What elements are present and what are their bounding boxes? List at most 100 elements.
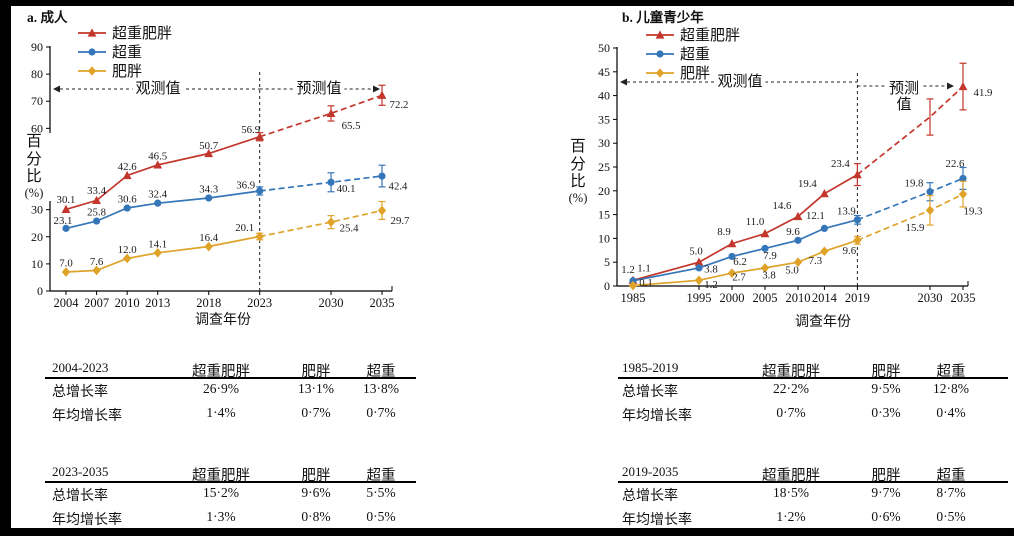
value-label: 65.5 <box>342 120 361 132</box>
y-tick-label: 90 <box>31 40 43 54</box>
data-point-marker <box>92 265 101 276</box>
predicted-line <box>259 175 383 192</box>
panel-b-title: b. 儿童青少年 <box>622 10 704 25</box>
y-tick-label: 80 <box>31 67 43 81</box>
legend-label: 超重 <box>680 47 711 63</box>
y-tick-label: 50 <box>598 41 610 55</box>
table-row-label: 总增长率 <box>622 489 678 504</box>
legend-marker-circle-icon <box>646 49 674 58</box>
data-point-marker <box>628 280 638 291</box>
table-cell: 1·2% <box>776 509 806 524</box>
value-label: 14.6 <box>773 200 792 212</box>
value-label: 1.1 <box>637 262 651 274</box>
value-label: 19.4 <box>798 178 817 190</box>
legend-item: 超重肥胖 <box>645 25 740 44</box>
value-label: 46.5 <box>148 150 167 162</box>
data-point-marker <box>794 236 802 244</box>
predicted-values-label-b: 预测值 <box>886 81 922 113</box>
x-tick-label: 2007 <box>84 296 109 310</box>
table-column-header: 超重肥胖 <box>762 364 820 380</box>
value-label: 32.4 <box>148 189 167 201</box>
table-column-header: 超重肥胖 <box>762 468 820 484</box>
legend-item: 肥胖 <box>77 61 172 80</box>
predicted-right-arrowhead <box>373 85 380 93</box>
table-rule <box>45 377 416 379</box>
legend-item: 肥胖 <box>645 63 740 82</box>
data-point-marker <box>926 188 934 196</box>
value-label: 42.6 <box>118 161 137 173</box>
observed-values-label-a: 观测值 <box>132 81 184 97</box>
table-cell: 0·5% <box>366 509 396 524</box>
table-column-header: 超重肥胖 <box>192 364 250 380</box>
value-label: 7.9 <box>763 250 777 262</box>
table-rule <box>618 377 1008 379</box>
data-point-marker <box>727 268 737 278</box>
value-label: 13.9 <box>837 205 856 217</box>
table-cell: 8·7% <box>936 485 966 500</box>
value-label: 2.7 <box>732 272 746 284</box>
y-tick-label: 0 <box>37 284 43 298</box>
data-point-marker <box>695 264 703 272</box>
table-cell: 0·5% <box>936 509 966 524</box>
x-tick-label: 2030 <box>319 296 344 310</box>
y-axis-unit: (%) <box>568 190 588 205</box>
value-label: 1.2 <box>704 279 718 291</box>
x-tick-label: 2000 <box>720 291 745 305</box>
y-tick-label: 60 <box>31 121 43 135</box>
value-label: 7.0 <box>59 258 73 270</box>
value-label: 14.1 <box>148 238 167 250</box>
observed-left-arrowhead <box>620 78 627 86</box>
data-point-marker <box>204 148 214 158</box>
table-row-label: 年均增长率 <box>52 409 122 424</box>
data-point-marker <box>377 205 387 216</box>
series-triangle: 30.1 33.4 42.6 46.5 50.7 56.9 65.5 72.2 <box>57 84 408 213</box>
value-label: 30.6 <box>118 194 137 206</box>
data-point-marker <box>153 160 163 169</box>
data-point-marker <box>377 90 387 99</box>
value-label: 9.6 <box>843 245 857 257</box>
data-point-marker <box>761 244 769 252</box>
legend-item: 超重 <box>77 42 172 61</box>
table-cell: 1·4% <box>206 405 236 420</box>
value-label: 12.1 <box>806 210 825 222</box>
panel-a-ylabel: 百分比 (%) <box>14 133 54 201</box>
value-label: 25.8 <box>87 207 106 219</box>
table-cell: 1·3% <box>206 509 236 524</box>
value-label: 29.7 <box>391 215 410 227</box>
panel-a-xlabel: 调查年份 <box>195 313 251 328</box>
data-point-marker <box>92 217 101 225</box>
frame-border-top <box>0 0 1014 6</box>
x-tick-label: 2030 <box>918 291 943 305</box>
table-column-header: 超重 <box>366 364 396 380</box>
value-label: 0.1 <box>639 277 653 289</box>
y-axis-unit: (%) <box>24 185 44 200</box>
data-point-marker <box>958 81 968 91</box>
data-point-marker <box>925 205 935 216</box>
observed-line <box>65 135 260 211</box>
table-column-header: 超重肥胖 <box>192 468 250 484</box>
x-tick-label: 1985 <box>621 291 646 305</box>
x-tick-label: 2019 <box>845 291 870 305</box>
y-tick-label: 35 <box>598 112 610 126</box>
panel-a-title: a. 成人 <box>27 10 68 25</box>
data-point-marker <box>820 246 829 257</box>
y-tick-label: 25 <box>598 160 610 174</box>
x-tick-label: 1995 <box>687 291 712 305</box>
value-label: 9.6 <box>786 226 800 238</box>
panel-a-plot: 0102030405060708090200420072010201320182… <box>31 40 410 310</box>
table-cell: 12·8% <box>933 381 969 396</box>
legend-label: 超重 <box>112 45 143 61</box>
data-point-marker <box>122 170 132 180</box>
predicted-line <box>259 94 383 138</box>
data-point-marker <box>727 239 737 248</box>
table-cell: 22·2% <box>773 381 809 396</box>
x-tick-label: 2005 <box>753 291 778 305</box>
y-axis-label: 百分比 <box>26 133 42 185</box>
y-tick-label: 40 <box>598 89 610 103</box>
data-point-marker <box>820 189 829 198</box>
value-label: 16.4 <box>199 232 218 244</box>
y-tick-label: 30 <box>598 136 610 150</box>
data-point-marker <box>255 132 265 141</box>
table-row-label: 年均增长率 <box>52 513 122 528</box>
table-period: 1985-2019 <box>622 360 679 375</box>
